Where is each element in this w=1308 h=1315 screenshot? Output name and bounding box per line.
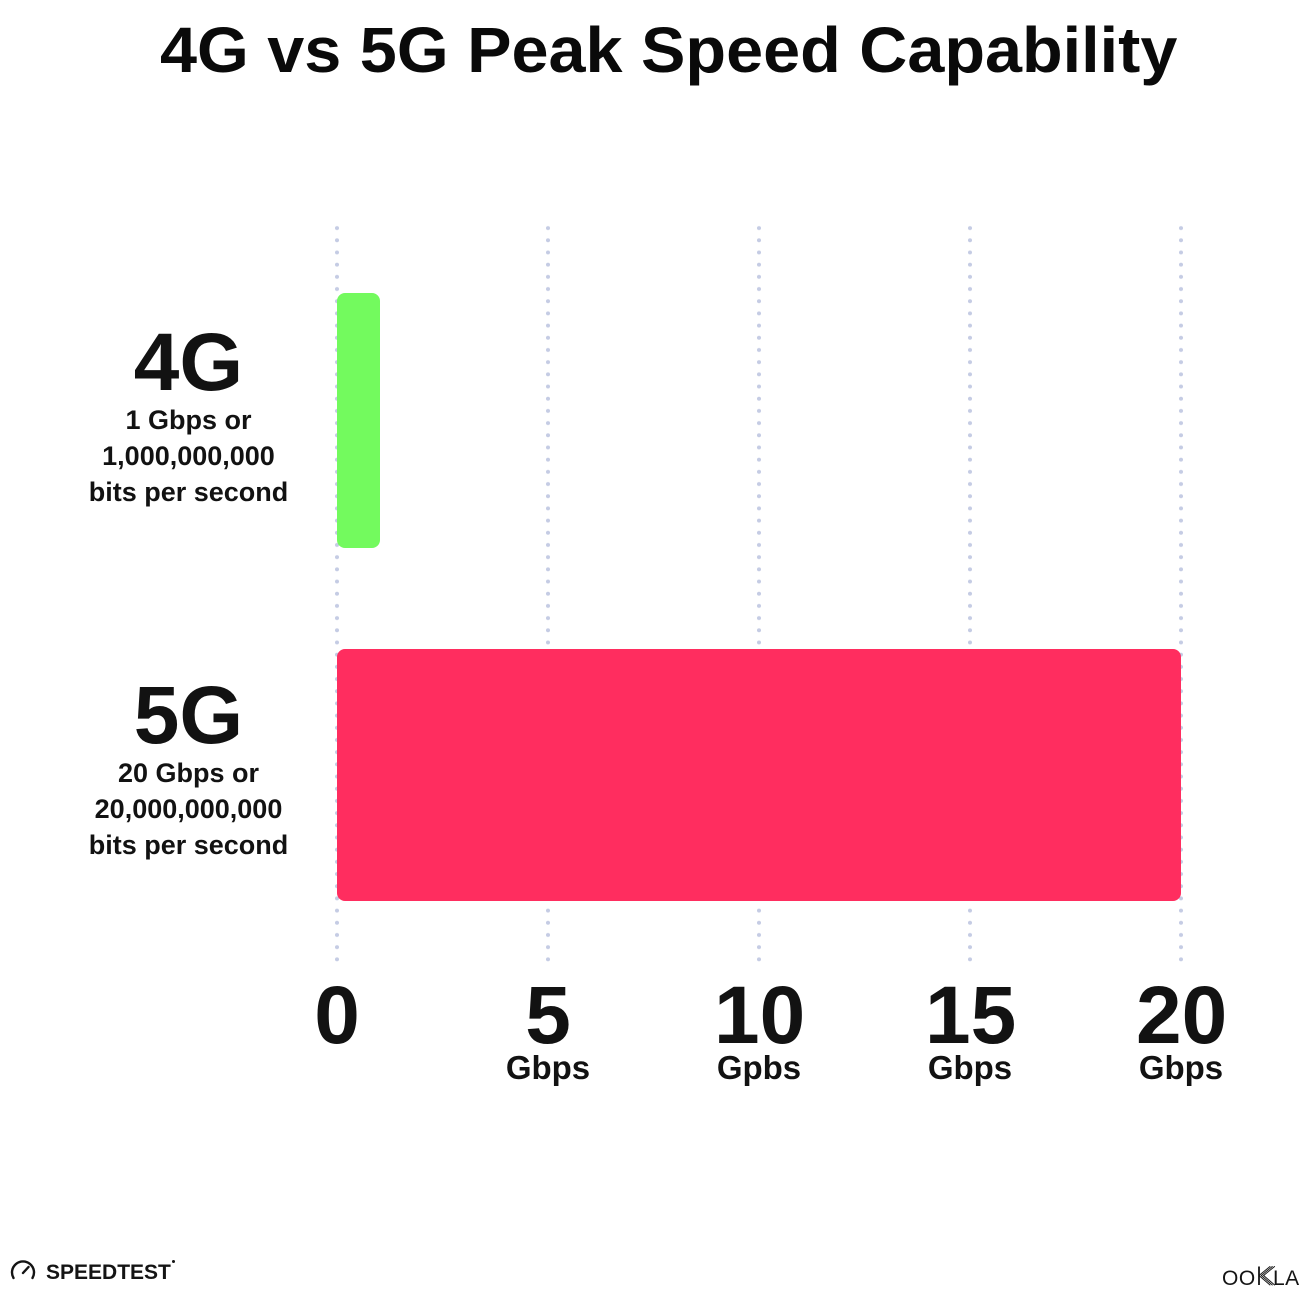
svg-text:OO: OO xyxy=(1222,1267,1256,1290)
svg-text:LA: LA xyxy=(1273,1267,1300,1290)
